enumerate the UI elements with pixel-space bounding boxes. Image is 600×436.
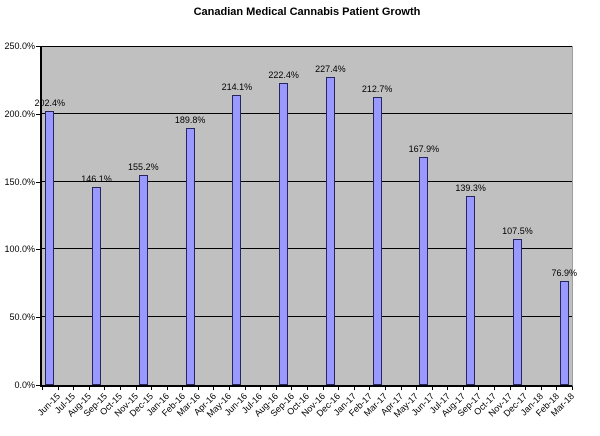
y-axis-tick — [36, 113, 40, 115]
x-axis-tick — [509, 387, 511, 390]
x-axis-tick — [556, 387, 558, 390]
x-axis-tick — [572, 387, 573, 390]
bar-data-label: 107.5% — [502, 226, 533, 237]
gridline — [42, 46, 572, 47]
x-axis-tick — [135, 387, 137, 390]
bar — [185, 127, 195, 385]
y-axis-tick — [36, 181, 40, 183]
x-axis-tick — [494, 387, 496, 390]
bar — [559, 280, 569, 385]
x-axis-tick — [416, 387, 418, 390]
x-axis-tick — [244, 387, 246, 390]
y-axis-tick — [36, 249, 40, 251]
x-axis-tick — [478, 387, 480, 390]
bar — [466, 196, 476, 385]
x-axis-tick — [197, 387, 199, 390]
x-axis-tick — [400, 387, 402, 390]
bar — [138, 174, 148, 385]
y-axis-label: 50.0% — [9, 312, 35, 323]
x-axis-tick — [57, 387, 59, 390]
x-axis-tick — [291, 387, 293, 390]
bar-data-label: 167.9% — [408, 144, 440, 155]
y-axis-tick — [36, 317, 40, 319]
x-axis-tick — [104, 387, 106, 390]
bar-data-label: 212.7% — [361, 83, 393, 94]
x-axis-tick — [369, 387, 371, 390]
x-axis-tick — [338, 387, 340, 390]
gridline — [42, 112, 572, 114]
x-axis-tick — [42, 387, 43, 390]
bar-data-label: 202.4% — [34, 97, 66, 108]
y-axis-label: 200.0% — [4, 108, 35, 119]
bar-data-label: 139.3% — [455, 183, 486, 194]
gridline — [42, 248, 572, 250]
bar — [92, 186, 102, 385]
y-axis-tick — [36, 385, 40, 386]
x-axis-tick — [353, 387, 355, 390]
x-axis-tick — [322, 387, 324, 390]
x-axis-tick — [213, 387, 215, 390]
y-axis-label: 0.0% — [14, 380, 35, 390]
bar — [419, 157, 429, 385]
y-axis-label: 150.0% — [4, 176, 35, 187]
x-axis-tick — [229, 387, 231, 390]
y-axis-label: 250.0% — [4, 41, 35, 51]
gridline — [42, 180, 572, 182]
bar-data-label: 214.1% — [221, 81, 253, 92]
x-axis-tick — [384, 387, 386, 390]
x-axis-tick — [260, 387, 262, 390]
bar-data-label: 155.2% — [128, 161, 159, 172]
bar-data-label: 76.9% — [551, 267, 577, 278]
x-axis-tick — [540, 387, 542, 390]
bar — [325, 76, 335, 385]
bar-data-label: 227.4% — [315, 63, 346, 74]
bar-data-label: 146.1% — [81, 173, 112, 184]
x-axis-tick — [447, 387, 449, 390]
x-axis-tick — [73, 387, 75, 390]
bar — [279, 83, 289, 385]
bar — [232, 94, 242, 385]
bar — [372, 96, 382, 385]
x-axis-tick — [525, 387, 527, 390]
plot-area — [40, 46, 573, 387]
x-axis-tick — [307, 387, 308, 390]
bar-data-label: 222.4% — [268, 70, 299, 81]
bar — [45, 110, 55, 385]
x-axis-tick — [151, 387, 153, 390]
x-axis-tick — [88, 387, 90, 390]
x-axis-tick — [166, 387, 168, 390]
bar — [512, 239, 522, 385]
y-axis-tick — [36, 46, 40, 47]
bar-data-label: 189.8% — [174, 114, 206, 125]
gridline — [42, 316, 572, 318]
x-axis-tick — [182, 387, 184, 390]
x-axis-tick — [119, 387, 121, 390]
chart-title: Canadian Medical Cannabis Patient Growth — [193, 6, 421, 18]
x-axis-tick — [275, 387, 277, 390]
x-axis-tick — [431, 387, 433, 390]
y-axis-label: 100.0% — [4, 244, 35, 255]
x-axis-tick — [462, 387, 464, 390]
